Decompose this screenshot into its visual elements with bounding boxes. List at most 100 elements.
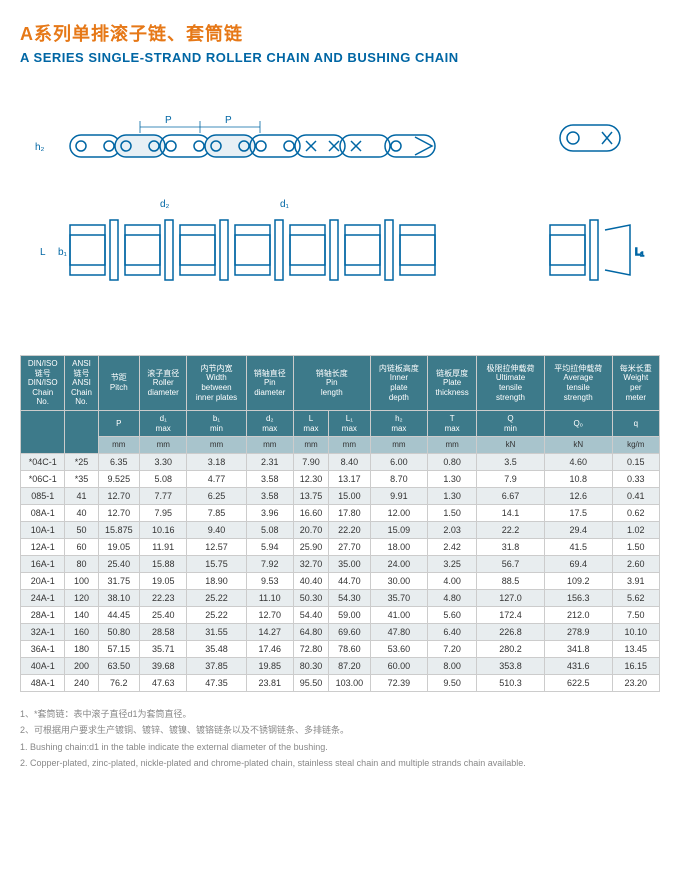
col-header: 节距Pitch: [98, 356, 140, 411]
table-cell: 30.00: [370, 572, 428, 589]
col-unit: mm: [428, 437, 477, 454]
table-cell: 20.70: [293, 521, 328, 538]
table-row: 36A-118057.1535.7135.4817.4672.8078.6053…: [21, 640, 660, 657]
col-header: 销轴直径Pindiameter: [246, 356, 293, 411]
col-header: 极限拉伸载荷Ultimatetensilestrength: [477, 356, 545, 411]
table-cell: 24A-1: [21, 589, 65, 606]
table-cell: 48A-1: [21, 674, 65, 691]
col-unit: mm: [140, 437, 187, 454]
col-sub: L₁max: [329, 410, 371, 436]
table-cell: 25.40: [140, 606, 187, 623]
table-cell: 80.30: [293, 657, 328, 674]
table-cell: 25.22: [187, 589, 246, 606]
table-cell: 12.00: [370, 504, 428, 521]
col-header: 内链板高度Innerplatedepth: [370, 356, 428, 411]
table-cell: 25.22: [187, 606, 246, 623]
table-cell: 40.40: [293, 572, 328, 589]
table-row: 085-14112.707.776.253.5813.7515.009.911.…: [21, 487, 660, 504]
col-unit: mm: [329, 437, 371, 454]
table-cell: 9.91: [370, 487, 428, 504]
table-cell: 278.9: [544, 623, 612, 640]
table-cell: 4.60: [544, 453, 612, 470]
table-cell: 160: [65, 623, 98, 640]
col-unit: kg/m: [612, 437, 659, 454]
table-cell: 27.70: [329, 538, 371, 555]
table-cell: 6.67: [477, 487, 545, 504]
table-cell: 5.60: [428, 606, 477, 623]
table-cell: 109.2: [544, 572, 612, 589]
table-cell: 72.80: [293, 640, 328, 657]
note-cn-2: 2、可根据用户要求生产镀铜、镀锌、镀镍、镀铬链条以及不锈钢链条、多排链条。: [20, 723, 660, 737]
col-unit: mm: [98, 437, 140, 454]
table-cell: 31.55: [187, 623, 246, 640]
col-sub: [65, 410, 98, 453]
table-cell: 0.33: [612, 470, 659, 487]
table-cell: 1.02: [612, 521, 659, 538]
table-cell: 32A-1: [21, 623, 65, 640]
table-cell: 9.40: [187, 521, 246, 538]
table-cell: 15.88: [140, 555, 187, 572]
spec-table: DIN/ISO链号DIN/ISOChainNo.ANSI链号ANSIChainN…: [20, 355, 660, 692]
table-cell: 12A-1: [21, 538, 65, 555]
dim-label-p: P: [165, 115, 172, 126]
table-cell: 17.46: [246, 640, 293, 657]
table-cell: 3.96: [246, 504, 293, 521]
table-cell: 3.25: [428, 555, 477, 572]
col-unit: mm: [187, 437, 246, 454]
table-cell: 32.70: [293, 555, 328, 572]
col-unit: mm: [246, 437, 293, 454]
table-cell: 13.45: [612, 640, 659, 657]
table-cell: 54.30: [329, 589, 371, 606]
table-cell: 2.03: [428, 521, 477, 538]
table-cell: 15.75: [187, 555, 246, 572]
table-cell: 76.2: [98, 674, 140, 691]
table-cell: 25.40: [98, 555, 140, 572]
table-cell: 10.8: [544, 470, 612, 487]
table-cell: 80: [65, 555, 98, 572]
table-cell: 72.39: [370, 674, 428, 691]
table-cell: 11.10: [246, 589, 293, 606]
table-cell: 2.60: [612, 555, 659, 572]
table-header: DIN/ISO链号DIN/ISOChainNo.ANSI链号ANSIChainN…: [21, 356, 660, 454]
table-row: 12A-16019.0511.9112.575.9425.9027.7018.0…: [21, 538, 660, 555]
table-cell: 18.00: [370, 538, 428, 555]
table-cell: 7.85: [187, 504, 246, 521]
table-cell: 22.20: [329, 521, 371, 538]
table-cell: 44.45: [98, 606, 140, 623]
table-cell: 19.05: [98, 538, 140, 555]
table-cell: 35.71: [140, 640, 187, 657]
table-cell: 1.50: [612, 538, 659, 555]
note-en-2: 2. Copper-plated, zinc-plated, nickle-pl…: [20, 756, 660, 770]
table-cell: 19.05: [140, 572, 187, 589]
table-cell: 22.23: [140, 589, 187, 606]
table-cell: 0.62: [612, 504, 659, 521]
table-cell: 44.70: [329, 572, 371, 589]
table-cell: 40: [65, 504, 98, 521]
col-sub: q: [612, 410, 659, 436]
footnotes: 1、*套筒链：表中滚子直径d1为套筒直径。 2、可根据用户要求生产镀铜、镀锌、镀…: [20, 707, 660, 771]
table-cell: 13.75: [293, 487, 328, 504]
table-cell: 23.81: [246, 674, 293, 691]
table-cell: 53.60: [370, 640, 428, 657]
col-header: 每米长重Weightpermeter: [612, 356, 659, 411]
col-header: ANSI链号ANSIChainNo.: [65, 356, 98, 411]
table-cell: 35.48: [187, 640, 246, 657]
table-cell: 88.5: [477, 572, 545, 589]
table-cell: 10.16: [140, 521, 187, 538]
table-cell: 47.35: [187, 674, 246, 691]
dim-label-L1: L₁: [635, 247, 645, 258]
table-cell: 41: [65, 487, 98, 504]
table-cell: 16.15: [612, 657, 659, 674]
table-cell: 37.85: [187, 657, 246, 674]
table-cell: 95.50: [293, 674, 328, 691]
table-cell: 78.60: [329, 640, 371, 657]
table-cell: 38.10: [98, 589, 140, 606]
table-cell: 10.10: [612, 623, 659, 640]
table-cell: 103.00: [329, 674, 371, 691]
table-cell: 16.60: [293, 504, 328, 521]
table-cell: 14.1: [477, 504, 545, 521]
col-sub: d₂max: [246, 410, 293, 436]
table-cell: 3.30: [140, 453, 187, 470]
table-cell: 212.0: [544, 606, 612, 623]
table-cell: 12.6: [544, 487, 612, 504]
